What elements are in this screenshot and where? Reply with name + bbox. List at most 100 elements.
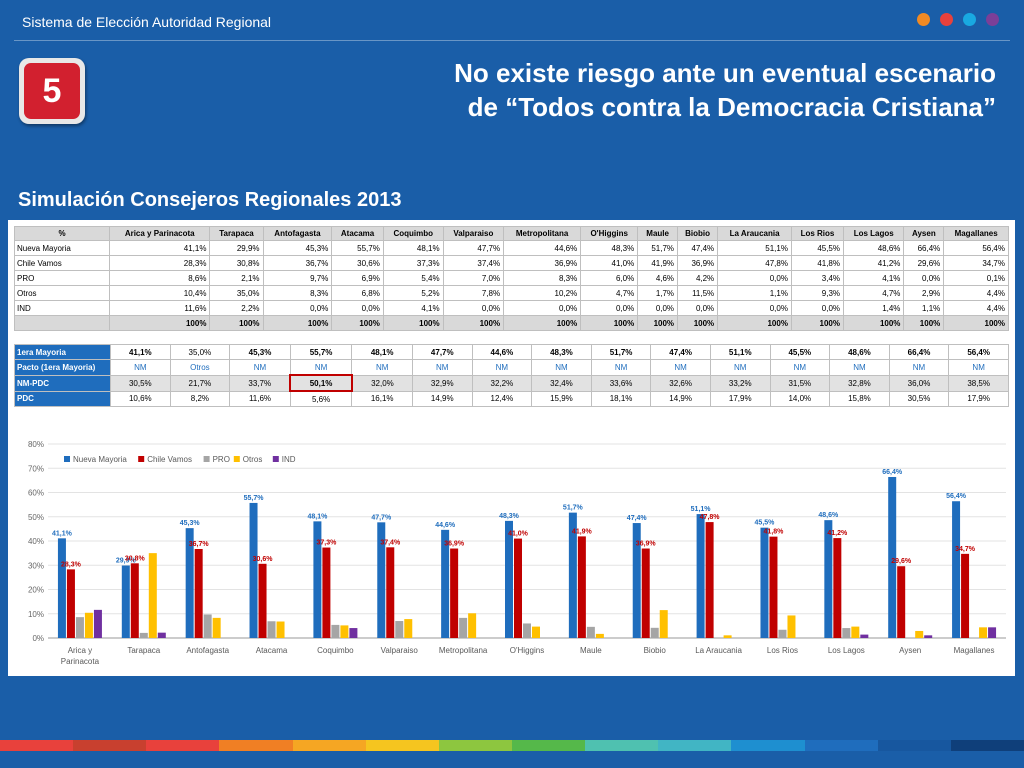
column-header: Biobio — [677, 226, 719, 241]
table-cell: 33,6% — [590, 374, 652, 392]
majority-table: 1era Mayoria 41,1% 35,0% 45,3% 55,7% 48,1% 47,… — [14, 344, 1009, 407]
heading-line-1: No existe riesgo ante un eventual escena… — [454, 58, 996, 88]
stripe-segment — [585, 740, 659, 751]
table-row: Pacto (1era Mayoria) NM Otros NM NM NM NM NM NM N… — [14, 359, 1009, 376]
legend-swatch — [233, 456, 240, 462]
table-cell: 4,7% — [580, 285, 639, 301]
table-cell: 41,1% — [108, 240, 211, 256]
table-cell: 17,9% — [709, 390, 771, 407]
data-label: 47,7% — [371, 514, 392, 521]
table-cell: 45,5% — [790, 240, 845, 256]
y-tick-label: 50% — [28, 513, 44, 522]
table-row: IND 11,6% 2,2% 0,0% 0,0% 4,1% 0,0% 0,0% 0,0% 0,0%… — [14, 300, 1009, 316]
table-cell: 8,3% — [262, 285, 333, 301]
bar — [961, 553, 970, 638]
data-label: 28,3% — [61, 561, 82, 568]
table-cell: 0,0% — [262, 300, 333, 316]
row-label — [14, 315, 110, 331]
data-label: 34,7% — [955, 546, 976, 553]
bar-chart: 0% 10% 20% 30% 40% 50% 60% 70% 80% 41,1% 28,3% Aric… — [28, 440, 1006, 666]
bar — [249, 502, 258, 638]
table-cell: 36,0% — [888, 374, 950, 392]
bar — [897, 566, 906, 638]
table-cell: 2,2% — [209, 300, 264, 316]
legend-swatch — [203, 456, 210, 462]
data-label: 36,9% — [636, 541, 657, 548]
table-cell: 4,4% — [943, 285, 1009, 301]
table-cell: NM — [829, 359, 890, 376]
bar — [650, 627, 659, 638]
table-cell: 100% — [943, 315, 1009, 331]
bar — [331, 624, 340, 638]
table-cell: 1,4% — [842, 300, 905, 316]
bar — [888, 476, 897, 638]
bar — [148, 553, 157, 638]
table-cell: 5,4% — [382, 270, 444, 286]
bar — [532, 626, 540, 638]
table-cell: 0,0% — [637, 300, 679, 316]
table-cell: 47,7% — [442, 240, 505, 256]
bar — [988, 627, 997, 638]
table-row: Otros 10,4% 35,0% 8,3% 6,8% 5,2% 7,8% 10,2% 4,7%… — [14, 285, 1009, 301]
footer-stripe — [0, 740, 1024, 751]
table-cell: 0,0% — [503, 300, 582, 316]
bar — [459, 617, 468, 638]
data-label: 51,7% — [563, 505, 584, 512]
table-cell: 14,9% — [411, 390, 473, 407]
table-cell: 0,0% — [717, 300, 792, 316]
stripe-segment — [438, 740, 512, 751]
bar — [586, 626, 595, 638]
bar — [632, 523, 641, 638]
table-cell: 1,7% — [637, 285, 679, 301]
table-cell: 18,1% — [590, 390, 652, 407]
table-cell: 0,0% — [442, 300, 505, 316]
table-cell: 100% — [842, 315, 905, 331]
table-cell: 50,1% — [289, 374, 353, 392]
bar — [860, 634, 869, 638]
table-cell: 9,7% — [262, 270, 333, 286]
stripe-segment — [877, 740, 951, 751]
header-dot — [917, 13, 930, 26]
header-dot — [963, 13, 976, 26]
column-header: La Araucania — [717, 226, 792, 241]
y-tick-label: 70% — [28, 464, 44, 473]
column-header: Aysen — [903, 226, 945, 241]
bar — [349, 628, 358, 638]
table-cell: 29,9% — [209, 240, 264, 256]
bar — [915, 630, 924, 638]
table-cell: 100% — [580, 315, 639, 331]
column-header: Maule — [637, 226, 679, 241]
slide-number: 5 — [24, 63, 80, 119]
table-cell: 8,3% — [503, 270, 582, 286]
table-cell: NM — [411, 359, 473, 376]
data-label: 51,1% — [691, 506, 712, 513]
legend-label: Otros — [243, 455, 263, 464]
table-cell: 32,6% — [650, 374, 711, 392]
row-label: Nueva Mayoria — [14, 240, 110, 256]
bar — [185, 528, 194, 638]
table-cell: 5,6% — [289, 390, 353, 407]
table-cell: 100% — [108, 315, 211, 331]
data-label: 56,4% — [946, 493, 967, 500]
table-cell: 100% — [717, 315, 792, 331]
y-tick-label: 80% — [28, 440, 44, 449]
table-cell: 30,8% — [209, 255, 264, 271]
table-cell: 48,3% — [580, 240, 639, 256]
table-cell: 4,2% — [677, 270, 719, 286]
bar — [340, 625, 349, 638]
table-cell: 44,6% — [503, 240, 582, 256]
bar — [194, 549, 203, 638]
bar — [824, 520, 833, 638]
table-cell: 100% — [209, 315, 264, 331]
table-cell: 1,1% — [717, 285, 792, 301]
bar — [84, 612, 93, 638]
table-cell: 66,4% — [888, 344, 950, 360]
table-row: 100% 100% 100% 100% 100% 100% 100% 100% 100% 100%… — [14, 315, 1009, 331]
bar — [723, 635, 732, 638]
slide-number-badge: 5 — [19, 58, 85, 124]
stripe-segment — [658, 740, 732, 751]
table-cell: 32,4% — [531, 374, 592, 392]
bar — [705, 522, 714, 638]
bar — [267, 621, 276, 638]
column-header: Valparaiso — [442, 226, 505, 241]
